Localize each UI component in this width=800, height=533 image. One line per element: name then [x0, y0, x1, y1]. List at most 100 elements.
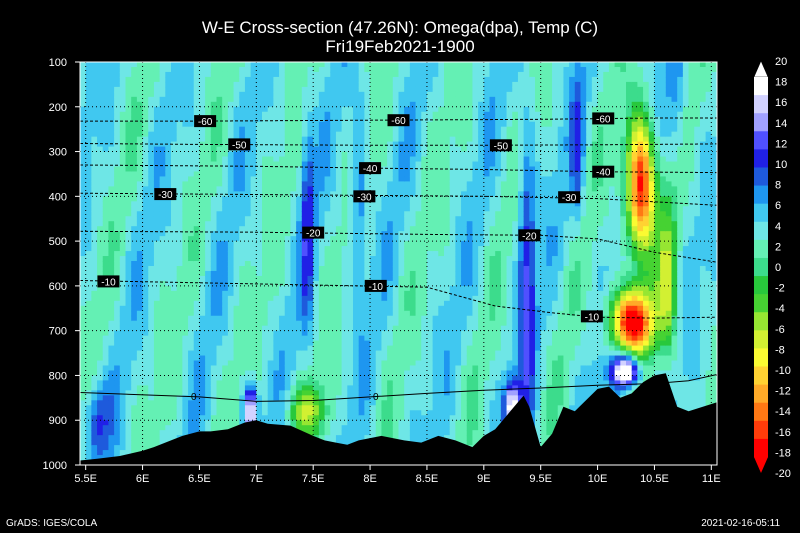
- field-cell: [341, 330, 348, 337]
- field-cell: [131, 320, 138, 327]
- field-cell: [324, 216, 331, 222]
- field-cell: [330, 76, 337, 83]
- field-cell: [273, 91, 280, 98]
- field-cell: [358, 360, 365, 367]
- field-cell: [421, 81, 428, 88]
- field-cell: [324, 91, 331, 98]
- field-cell: [205, 181, 212, 187]
- field-cell: [290, 246, 297, 252]
- field-cell: [267, 295, 274, 302]
- field-cell: [239, 121, 246, 128]
- field-cell: [279, 285, 286, 292]
- field-cell: [85, 415, 92, 421]
- field-cell: [381, 171, 388, 178]
- field-cell: [142, 201, 149, 207]
- field-cell: [227, 71, 235, 78]
- field-cell: [341, 181, 348, 187]
- field-cell: [273, 410, 280, 416]
- field-cell: [409, 181, 417, 187]
- field-cell: [335, 261, 343, 267]
- field-cell: [199, 221, 206, 227]
- field-cell: [119, 96, 127, 103]
- field-cell: [85, 265, 92, 272]
- field-cell: [188, 116, 195, 123]
- field-cell: [387, 330, 394, 337]
- field-cell: [335, 395, 343, 401]
- field-cell: [341, 216, 348, 222]
- field-cell: [159, 385, 166, 391]
- field-cell: [358, 156, 365, 163]
- field-cell: [125, 410, 132, 416]
- field-cell: [387, 295, 394, 302]
- field-cell: [97, 305, 104, 312]
- field-cell: [301, 241, 309, 247]
- field-cell: [250, 141, 257, 148]
- field-cell: [102, 265, 110, 272]
- field-cell: [165, 375, 172, 382]
- field-cell: [307, 171, 314, 178]
- field-cell: [148, 241, 155, 247]
- field-cell: [114, 425, 121, 431]
- field-cell: [421, 176, 428, 183]
- field-cell: [307, 310, 314, 317]
- field-cell: [136, 335, 144, 342]
- field-cell: [387, 350, 394, 357]
- field-cell: [324, 285, 331, 292]
- field-cell: [330, 405, 337, 411]
- field-cell: [165, 146, 172, 153]
- field-cell: [324, 295, 331, 302]
- field-cell: [119, 251, 127, 257]
- field-cell: [176, 126, 183, 133]
- field-cell: [404, 310, 411, 317]
- field-cell: [125, 385, 132, 391]
- field-cell: [159, 380, 166, 386]
- field-cell: [239, 320, 246, 327]
- field-cell: [210, 106, 218, 113]
- field-cell: [102, 270, 110, 277]
- field-cell: [250, 111, 257, 118]
- field-cell: [273, 305, 280, 312]
- field-cell: [222, 251, 229, 257]
- field-cell: [375, 410, 383, 416]
- field-cell: [97, 285, 104, 292]
- field-cell: [131, 116, 138, 123]
- field-cell: [353, 345, 360, 352]
- field-cell: [358, 236, 365, 242]
- field-cell: [182, 275, 189, 282]
- field-cell: [370, 151, 377, 158]
- field-cell: [296, 256, 303, 262]
- field-cell: [284, 261, 292, 267]
- field-cell: [330, 330, 337, 337]
- field-cell: [119, 156, 127, 163]
- field-cell: [273, 151, 280, 158]
- field-cell: [370, 141, 377, 148]
- field-cell: [216, 400, 223, 406]
- field-cell: [364, 71, 371, 78]
- field-cell: [176, 360, 183, 367]
- field-cell: [119, 450, 127, 456]
- field-cell: [108, 395, 115, 401]
- field-cell: [387, 211, 394, 217]
- field-cell: [262, 106, 269, 113]
- field-cell: [409, 196, 417, 202]
- field-cell: [114, 345, 121, 352]
- field-cell: [159, 390, 166, 396]
- field-cell: [205, 360, 212, 367]
- field-cell: [409, 176, 417, 183]
- field-cell: [313, 66, 320, 73]
- field-cell: [91, 141, 98, 148]
- field-cell: [404, 385, 411, 391]
- field-cell: [165, 181, 172, 187]
- field-cell: [125, 156, 132, 163]
- field-cell: [409, 435, 417, 441]
- field-cell: [171, 410, 178, 416]
- field-cell: [279, 275, 286, 282]
- field-cell: [188, 340, 195, 347]
- field-cell: [267, 106, 274, 113]
- field-cell: [370, 270, 377, 277]
- field-cell: [404, 186, 411, 192]
- field-cell: [171, 295, 178, 302]
- field-cell: [279, 186, 286, 192]
- field-cell: [341, 196, 348, 202]
- field-cell: [153, 325, 161, 332]
